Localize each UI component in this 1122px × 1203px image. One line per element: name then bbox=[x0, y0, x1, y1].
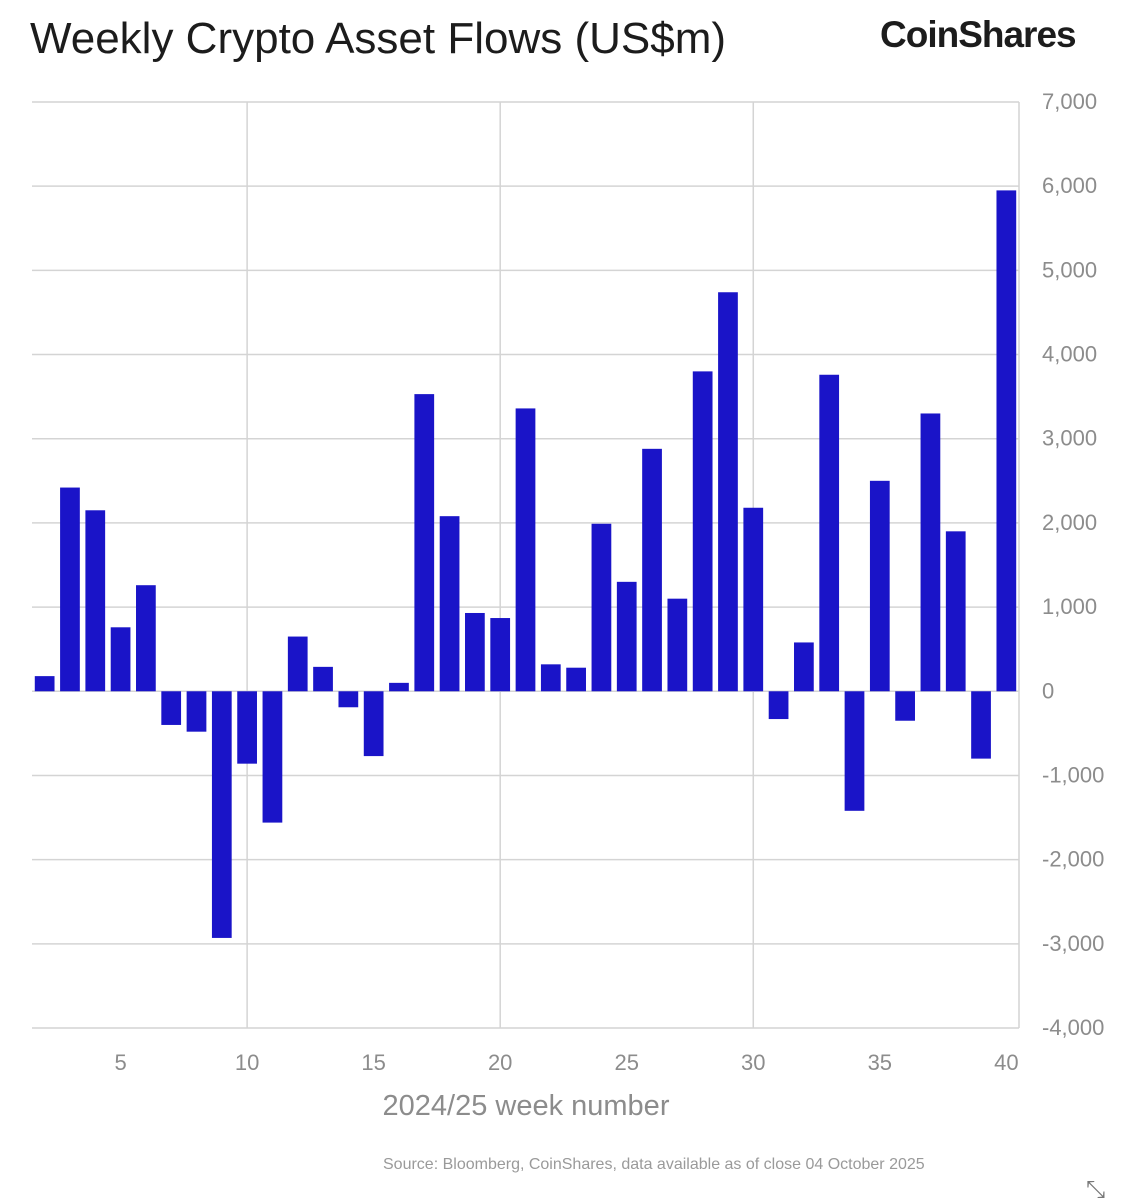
y-tick-label: 6,000 bbox=[1042, 173, 1097, 198]
bar-week-23 bbox=[566, 667, 586, 692]
bar-week-13 bbox=[313, 666, 333, 692]
y-tick-label: 2,000 bbox=[1042, 510, 1097, 535]
flows-bar-chart: -4,000 -3,000 -2,000 -1,000 0 1,000 2,000 3,000… bbox=[32, 89, 1104, 1122]
y-tick-label: 1,000 bbox=[1042, 594, 1097, 619]
bar-week-9 bbox=[211, 691, 232, 938]
bar-week-3 bbox=[60, 487, 80, 692]
bar-week-16 bbox=[389, 682, 409, 692]
bar-week-37 bbox=[920, 413, 941, 692]
bar-week-30 bbox=[743, 507, 764, 692]
bar-week-28 bbox=[692, 371, 713, 692]
bar-week-31 bbox=[768, 691, 789, 720]
bar-week-12 bbox=[287, 636, 308, 692]
bar-week-39 bbox=[971, 691, 991, 759]
x-tick-label: 30 bbox=[741, 1050, 765, 1075]
source-note: Source: Bloomberg, CoinShares, data avai… bbox=[383, 1156, 925, 1173]
bar-week-29 bbox=[718, 292, 738, 692]
y-tick-label: -4,000 bbox=[1042, 1015, 1104, 1040]
bar-week-34 bbox=[844, 691, 865, 811]
y-tick-label: 5,000 bbox=[1042, 257, 1097, 282]
x-axis-label: 2024/25 week number bbox=[383, 1090, 670, 1122]
bar-week-22 bbox=[540, 664, 561, 692]
bar-week-32 bbox=[794, 642, 814, 692]
y-tick-label: 7,000 bbox=[1042, 89, 1097, 114]
x-tick-label: 25 bbox=[614, 1050, 638, 1075]
bar-week-36 bbox=[895, 691, 915, 721]
y-tick-label: 4,000 bbox=[1042, 342, 1097, 367]
bar-week-7 bbox=[161, 691, 182, 725]
brand-logo: CoinShares bbox=[880, 14, 1077, 55]
bar-week-25 bbox=[616, 581, 637, 692]
bar-week-35 bbox=[869, 480, 890, 692]
bar-week-33 bbox=[819, 374, 840, 692]
y-tick-label: 3,000 bbox=[1042, 426, 1097, 451]
y-tick-label: 0 bbox=[1042, 678, 1054, 703]
bar-week-21 bbox=[515, 408, 536, 692]
x-tick-label: 35 bbox=[868, 1050, 892, 1075]
x-tick-label: 5 bbox=[114, 1050, 126, 1075]
bar-week-27 bbox=[667, 598, 688, 692]
y-tick-label: -1,000 bbox=[1042, 762, 1104, 787]
chart-title: Weekly Crypto Asset Flows (US$m) bbox=[30, 14, 727, 63]
bar-week-19 bbox=[465, 612, 485, 692]
bar-week-24 bbox=[591, 523, 612, 692]
bar-week-17 bbox=[414, 394, 435, 692]
bar-week-15 bbox=[363, 691, 384, 757]
y-tick-label: -2,000 bbox=[1042, 847, 1104, 872]
bar-week-38 bbox=[945, 531, 966, 692]
bar-week-10 bbox=[237, 691, 257, 764]
x-tick-label: 40 bbox=[994, 1050, 1018, 1075]
expand-arrows-icon[interactable]: ⤡ bbox=[1086, 1175, 1106, 1203]
bar-week-20 bbox=[490, 618, 511, 692]
bar-week-18 bbox=[439, 516, 460, 692]
bar-week-2 bbox=[34, 676, 55, 692]
bar-week-14 bbox=[338, 691, 359, 708]
x-tick-label: 15 bbox=[361, 1050, 385, 1075]
x-tick-label: 10 bbox=[235, 1050, 259, 1075]
bar-week-26 bbox=[642, 448, 662, 692]
bar-week-8 bbox=[186, 691, 207, 732]
x-tick-label: 20 bbox=[488, 1050, 512, 1075]
bar-week-40 bbox=[996, 190, 1017, 692]
bar-week-5 bbox=[110, 627, 131, 692]
y-tick-label: -3,000 bbox=[1042, 931, 1104, 956]
bar-week-6 bbox=[136, 585, 156, 692]
bar-week-11 bbox=[262, 691, 283, 823]
bar-week-4 bbox=[85, 510, 106, 692]
